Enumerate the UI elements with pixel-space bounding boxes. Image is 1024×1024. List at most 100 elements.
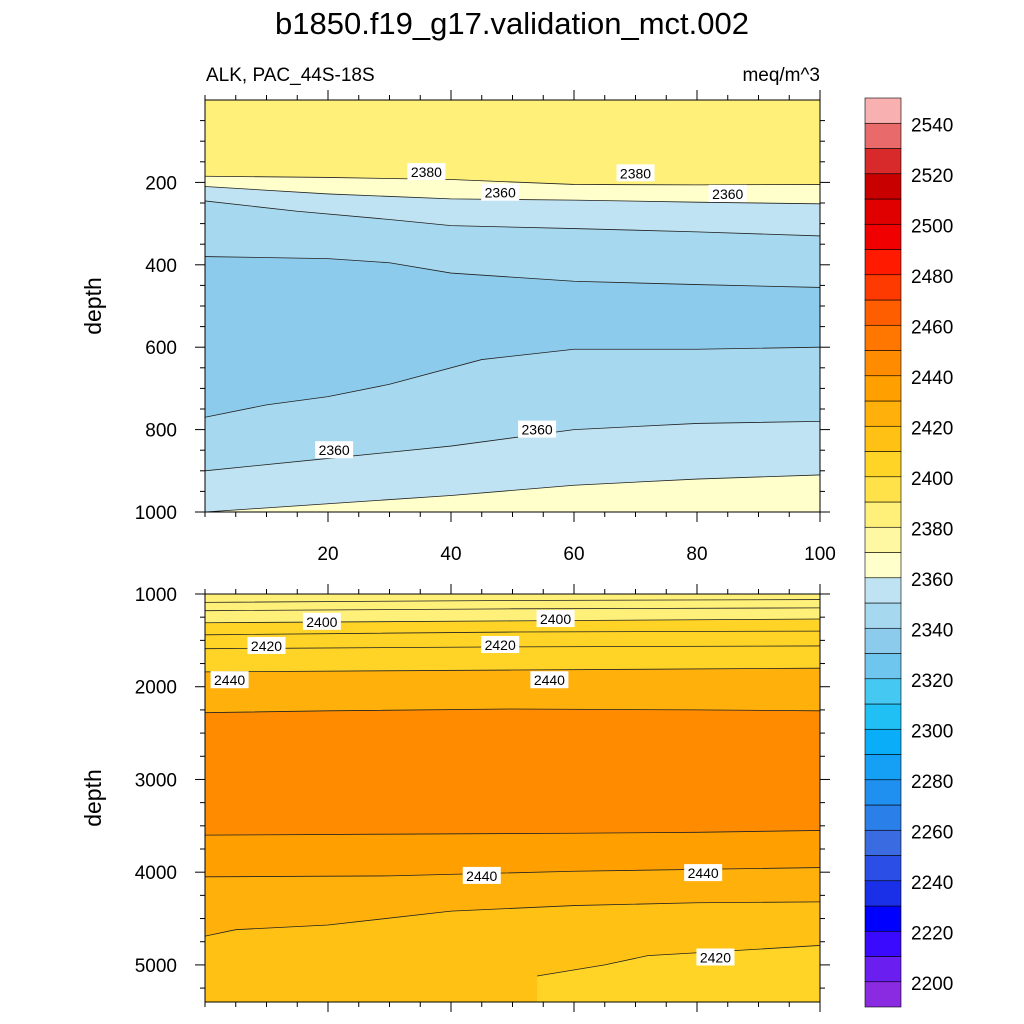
contour-label: 2360 [712, 186, 743, 202]
contour-label-bg [536, 610, 575, 628]
contour-label: 2440 [534, 672, 565, 688]
chart-title: b1850.f19_g17.validation_mct.002 [275, 6, 749, 41]
colorbar-label: 2220 [911, 923, 953, 944]
colorbar-box [864, 703, 902, 730]
colorbar: 2200 2220 2240 2260 2280 2300 2320 2340 2360 2380… [864, 97, 953, 1008]
contour-line [537, 945, 820, 977]
contour-label-bg [616, 164, 655, 182]
colorbar-box [864, 198, 902, 225]
colorbar-label: 2280 [911, 772, 953, 793]
upper-panel: 20 40 60 80 100 200 400 600 800 1000 depth 2380 2380… [80, 90, 836, 565]
contour-line [205, 420, 820, 472]
contour-label: 2440 [688, 865, 719, 881]
colorbar-box [864, 476, 902, 503]
colorbar-box [864, 905, 902, 932]
colorbar-box [864, 855, 902, 882]
y-tick-label: 200 [145, 173, 177, 194]
colorbar-box [864, 451, 902, 478]
colorbar-box [864, 930, 902, 957]
y-tick-label: 2000 [135, 678, 177, 699]
colorbar-box [864, 425, 902, 452]
colorbar-box [864, 274, 902, 301]
colorbar-box [864, 956, 902, 983]
contour-label-bg [530, 671, 569, 689]
contour-line [205, 175, 820, 186]
contour-label-bg [518, 420, 557, 438]
colorbar-box [864, 122, 902, 149]
contour-label-bg [481, 183, 520, 201]
contour-label: 2380 [620, 165, 651, 181]
contour-label: 2400 [540, 611, 571, 627]
colorbar-box [864, 552, 902, 579]
colorbar-label: 2240 [911, 873, 953, 894]
contour-line [205, 630, 820, 636]
colorbar-box [864, 324, 902, 351]
colorbar-label: 2260 [911, 822, 953, 843]
colorbar-label: 2400 [911, 469, 953, 490]
contour-label: 2400 [306, 614, 337, 630]
contour-label: 2360 [522, 422, 553, 438]
contour-label-bg [247, 636, 286, 654]
contour-label: 2420 [700, 949, 731, 965]
y-tick-label: 800 [145, 421, 177, 442]
colorbar-box [864, 728, 902, 755]
x-tick-label: 60 [563, 544, 584, 565]
colorbar-box [864, 223, 902, 250]
colorbar-label: 2320 [911, 671, 953, 692]
colorbar-box [864, 375, 902, 402]
contour-line [205, 667, 820, 673]
contour-label: 2420 [251, 638, 282, 654]
colorbar-label: 2440 [911, 368, 953, 389]
colorbar-label: 2340 [911, 620, 953, 641]
y-tick-label: 600 [145, 338, 177, 359]
colorbar-box [864, 249, 902, 276]
colorbar-label: 2500 [911, 216, 953, 237]
colorbar-box [864, 754, 902, 781]
variable-label: ALK, PAC_44S-18S [206, 65, 375, 86]
contour-label-bg [462, 866, 501, 884]
contour-label-bg [302, 612, 341, 630]
contour-line [205, 346, 820, 418]
y-tick-label: 4000 [135, 863, 177, 884]
contour-label-bg [708, 184, 747, 202]
colorbar-box [864, 804, 902, 831]
y-axis-label: depth [80, 277, 106, 335]
colorbar-label: 2380 [911, 519, 953, 540]
contour-label-bg [407, 163, 446, 181]
contour-line [205, 599, 820, 603]
y-tick-label: 1000 [135, 503, 177, 524]
contour-label: 2360 [485, 185, 516, 201]
colorbar-box [864, 678, 902, 705]
contour-band [537, 945, 820, 1002]
x-tick-label: 20 [317, 544, 338, 565]
contour-line [205, 200, 820, 237]
y-tick-label: 400 [145, 256, 177, 277]
colorbar-box [864, 981, 902, 1008]
colorbar-box [864, 350, 902, 377]
colorbar-label: 2360 [911, 570, 953, 591]
contour-line [205, 474, 820, 512]
contour-label-bg [481, 636, 520, 653]
colorbar-label: 2460 [911, 317, 953, 338]
colorbar-box [864, 779, 902, 806]
lower-panel: 1000 2000 3000 4000 5000 depth 2400 2400 2420 242… [80, 584, 830, 1012]
colorbar-box [864, 501, 902, 528]
contour-line [205, 830, 820, 836]
colorbar-box [864, 829, 902, 856]
contour-label-bg [315, 441, 354, 459]
colorbar-label: 2200 [911, 974, 953, 995]
y-axis-label: depth [80, 769, 106, 827]
x-tick-label: 80 [686, 544, 707, 565]
x-tick-label: 40 [440, 544, 461, 565]
colorbar-label: 2520 [911, 166, 953, 187]
units-label: meq/m^3 [742, 65, 820, 86]
colorbar-box [864, 526, 902, 553]
colorbar-label: 2540 [911, 115, 953, 136]
contour-label: 2420 [485, 637, 516, 653]
contour-label: 2440 [214, 672, 245, 688]
colorbar-box [864, 299, 902, 326]
colorbar-box [864, 653, 902, 680]
contour-label-bg [210, 671, 249, 689]
contour-label-bg [684, 864, 723, 882]
contour-line [205, 607, 820, 612]
